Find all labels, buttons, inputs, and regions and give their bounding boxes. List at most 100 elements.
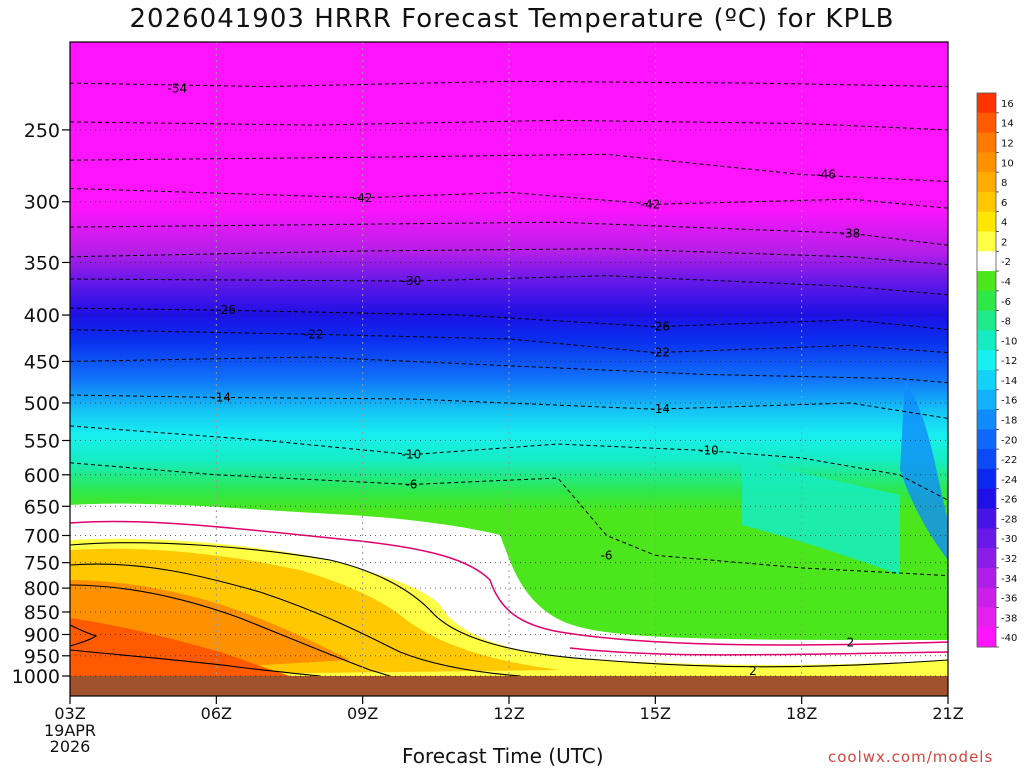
- x-start-date-1: 2026: [50, 737, 91, 756]
- y-tick-label-10: 750: [24, 553, 60, 575]
- y-tick-label-6: 550: [24, 430, 60, 452]
- freezing-line: [70, 520, 948, 646]
- warm-region-red: [70, 618, 290, 676]
- colorbar-label-17: -20: [1001, 435, 1017, 446]
- colorbar-swatch-15: [977, 389, 996, 411]
- colorbar-swatch-21: [977, 508, 996, 529]
- y-tick-label-4: 450: [24, 351, 60, 373]
- colorbar-label-14: -14: [1001, 376, 1017, 387]
- y-tick-label-7: 600: [24, 465, 60, 487]
- colorbar-label-11: -8: [1001, 317, 1011, 328]
- colorbar-label-9: -4: [1001, 277, 1011, 288]
- isotherm-6: [70, 275, 948, 296]
- colorbar-swatch-9: [977, 271, 996, 292]
- colorbar-swatch-14: [977, 370, 996, 391]
- colorbar-label-19: -24: [1001, 475, 1017, 486]
- contour-label-17: 2: [749, 664, 757, 678]
- x-start-date-0: 19APR: [44, 721, 96, 740]
- colorbar-swatch-2: [977, 132, 996, 153]
- colorbar-swatch-20: [977, 488, 996, 509]
- colorbar-label-12: -10: [1001, 336, 1017, 347]
- colorbar-swatch-16: [977, 409, 996, 430]
- contour-label-8: -22: [304, 327, 324, 341]
- y-axis: 2503003504004505005506006507007508008509…: [12, 120, 70, 688]
- contour-label-15: -6: [601, 548, 613, 562]
- y-tick-label-15: 1000: [12, 666, 60, 688]
- colorbar-swatch-6: [977, 211, 996, 232]
- colorbar-label-13: -12: [1001, 356, 1017, 367]
- contour-label-4: -38: [841, 226, 861, 240]
- colorbar-swatch-23: [977, 548, 996, 569]
- colorbar-label-20: -26: [1001, 495, 1017, 506]
- y-tick-label-8: 650: [24, 496, 60, 518]
- isotherm-8: [70, 329, 948, 354]
- colorbar-swatch-24: [977, 567, 996, 589]
- colorbar-label-0: 16: [1001, 99, 1014, 110]
- colorbar-swatch-18: [977, 449, 996, 470]
- colorbar-label-10: -6: [1001, 297, 1011, 308]
- colorbar-swatch-11: [977, 310, 996, 331]
- credit-link[interactable]: coolwx.com/models: [828, 748, 994, 766]
- x-tick-label-6: 21Z: [932, 704, 963, 723]
- x-axis-label: Forecast Time (UTC): [402, 744, 604, 768]
- colorbar-swatch-5: [977, 191, 996, 213]
- x-tick-label-1: 06Z: [201, 704, 232, 723]
- colorbar-label-2: 12: [1001, 138, 1014, 149]
- colorbar-label-26: -38: [1001, 613, 1017, 624]
- cold-region-right: [742, 455, 900, 575]
- contour-label-13: -10: [699, 443, 719, 457]
- colorbar-swatch-4: [977, 172, 996, 193]
- isotherm-warm-3: [70, 584, 391, 676]
- isotherm-1: [70, 119, 948, 131]
- y-tick-label-0: 250: [24, 120, 60, 142]
- isotherm-9: [70, 356, 948, 384]
- colorbar-label-24: -34: [1001, 574, 1017, 585]
- contour-label-11: -14: [650, 402, 670, 416]
- colorbar-swatch-12: [977, 330, 996, 351]
- colorbar-label-21: -28: [1001, 514, 1017, 525]
- colorbar-swatch-3: [977, 152, 996, 173]
- contour-label-layer: -54 -46 -42 -42 -38 -30 -26 -26 -22 -22 -14 -14 -10 -…: [168, 81, 861, 678]
- y-tick-label-1: 300: [24, 192, 60, 214]
- contour-label-6: -26: [216, 303, 236, 317]
- y-tick-label-13: 900: [24, 624, 60, 646]
- cold-edge-right: [900, 380, 948, 560]
- colorbar-label-3: 10: [1001, 158, 1014, 169]
- colorbar-label-15: -16: [1001, 396, 1017, 407]
- colorbar-swatch-17: [977, 429, 996, 450]
- contour-label-10: -14: [211, 390, 231, 404]
- isotherm-7: [70, 307, 948, 331]
- contour-label-16: 2: [847, 635, 855, 649]
- colorbar-swatch-22: [977, 528, 996, 549]
- colorbar-swatch-27: [977, 627, 996, 648]
- y-tick-label-3: 400: [24, 305, 60, 327]
- x-tick-label-5: 18Z: [786, 704, 817, 723]
- colorbar-label-23: -32: [1001, 554, 1017, 565]
- contour-label-0: -54: [168, 81, 188, 95]
- colorbar-label-5: 6: [1001, 198, 1007, 209]
- y-tick-label-2: 350: [24, 252, 60, 274]
- isotherm-warm-2: [70, 563, 521, 676]
- freezing-line-lower: [569, 647, 948, 656]
- colorbar-label-25: -36: [1001, 594, 1017, 605]
- contour-label-14: -6: [405, 477, 417, 491]
- x-tick-label-0: 03Z: [54, 704, 85, 723]
- isotherm-layer: [70, 80, 948, 577]
- colorbar-label-22: -30: [1001, 534, 1017, 545]
- colorbar-swatch-8: [977, 251, 996, 272]
- ground-strip: [70, 676, 948, 696]
- y-tick-label-9: 700: [24, 525, 60, 547]
- contour-label-2: -42: [353, 191, 373, 205]
- x-tick-label-4: 15Z: [640, 704, 671, 723]
- colorbar-swatch-0: [977, 93, 996, 114]
- colorbar-swatch-25: [977, 587, 996, 608]
- contour-label-9: -22: [650, 346, 670, 360]
- chart-title: 2026041903 HRRR Forecast Temperature (ºC…: [129, 4, 895, 34]
- isotherm-warm-4: [70, 624, 98, 647]
- y-tick-label-11: 800: [24, 578, 60, 600]
- colorbar-swatch-7: [977, 231, 996, 252]
- colorbar-label-8: -2: [1001, 257, 1011, 268]
- y-tick-label-5: 500: [24, 393, 60, 415]
- isotherm-10: [70, 394, 948, 419]
